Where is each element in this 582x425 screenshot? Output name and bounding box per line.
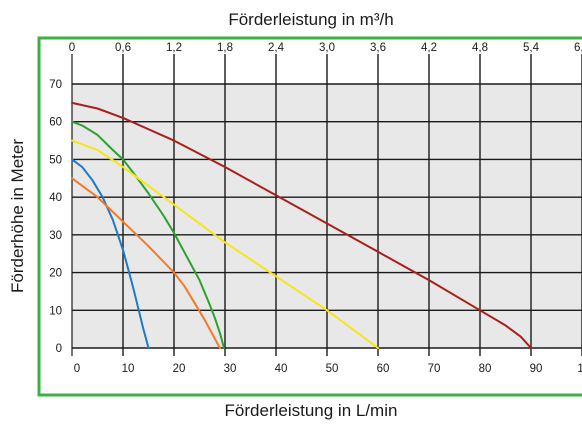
x-tick-label: 10 [122, 363, 135, 375]
top-tick-label: 5,4 [523, 42, 540, 54]
top-tick-label: 0 [69, 42, 75, 54]
x-tick-label: 20 [173, 363, 186, 375]
series-line-3 [71, 120, 225, 349]
y-tick-label: 50 [49, 154, 62, 166]
y-axis-title: Förderhöhe in Meter [8, 139, 27, 293]
y-tick-label: 70 [49, 79, 62, 91]
x-tick-label: 80 [479, 363, 492, 375]
x-tick-label: 60 [377, 363, 390, 375]
series-line-4 [71, 139, 379, 349]
y-tick-label: 60 [49, 117, 62, 129]
top-tick-label: 3,0 [319, 42, 335, 54]
top-tick-label: 3,6 [370, 42, 386, 54]
top-tick-label: 1,2 [166, 42, 182, 54]
x-tick-label: 40 [275, 363, 288, 375]
top-tick-label: 6,0 [574, 42, 582, 54]
chart-frame [37, 36, 582, 397]
y-tick-label: 40 [49, 192, 62, 204]
y-tick-label: 10 [49, 305, 62, 317]
x-tick-label: 70 [428, 363, 441, 375]
x-tick-label: 50 [326, 363, 339, 375]
series-line-1 [71, 158, 150, 349]
x-tick-label: 100 [577, 363, 582, 375]
top-tick-label: 4,8 [472, 42, 488, 54]
top-axis-title: Förderleistung in m³/h [228, 10, 393, 29]
top-tick-label: 0,6 [115, 42, 131, 54]
x-axis-title: Förderleistung in L/min [225, 401, 398, 420]
y-tick-label: 20 [49, 268, 62, 280]
top-tick-label: 4,2 [421, 42, 437, 54]
x-tick-label: 0 [74, 363, 80, 375]
series-line-2 [71, 177, 221, 349]
top-tick-label: 1,8 [217, 42, 233, 54]
tick-labels: 00100,6201,2301,8402,4503,0603,6704,2804… [49, 42, 582, 375]
series-line-5 [71, 101, 532, 349]
y-tick-label: 0 [56, 343, 62, 355]
x-tick-label: 30 [224, 363, 237, 375]
x-tick-label: 90 [530, 363, 543, 375]
series-layer [71, 101, 532, 349]
top-tick-label: 2,4 [268, 42, 285, 54]
y-tick-label: 30 [49, 230, 62, 242]
